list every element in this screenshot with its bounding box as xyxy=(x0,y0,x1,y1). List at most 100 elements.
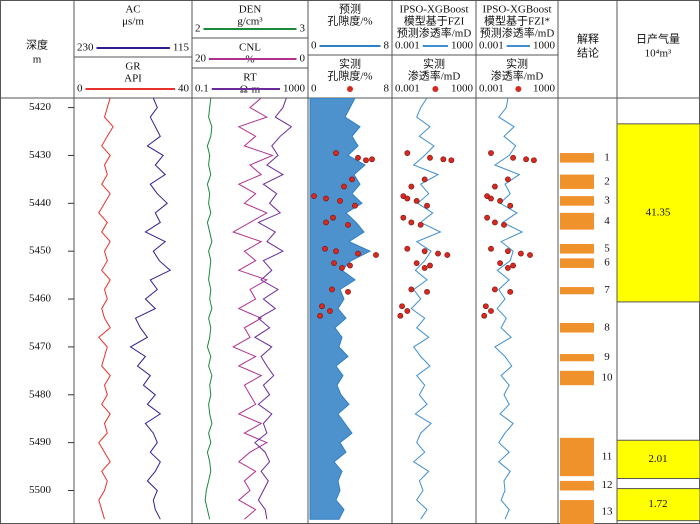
measured-point xyxy=(311,193,317,200)
curve-label: 孔隙度/% xyxy=(327,69,372,83)
layer-label: 12 xyxy=(602,479,613,491)
scale-label: 20 xyxy=(195,53,207,65)
curve-line xyxy=(204,98,213,520)
y-tick-label: 5500 xyxy=(29,484,52,496)
measured-point xyxy=(510,154,516,161)
scale-label: 0 xyxy=(311,83,317,95)
measured-point xyxy=(408,183,415,190)
measured-point xyxy=(369,156,375,163)
layer-label: 5 xyxy=(604,242,610,254)
measured-point xyxy=(481,312,488,319)
layers-title: 解释 xyxy=(577,32,599,46)
scale-label: 0 xyxy=(300,53,306,65)
measured-point xyxy=(505,265,511,271)
curve-label: GR xyxy=(125,61,141,73)
layer-label: 13 xyxy=(602,506,614,518)
scale-label: 40 xyxy=(178,83,190,95)
curve-label: μs/m xyxy=(122,16,144,28)
y-tick-label: 5440 xyxy=(29,197,52,209)
measured-point xyxy=(421,265,428,271)
layer-label: 9 xyxy=(604,351,610,363)
layer xyxy=(560,196,594,206)
y-tick-label: 5470 xyxy=(29,340,52,352)
measured-point xyxy=(484,214,490,221)
curve-line xyxy=(98,98,114,520)
scale-label: 0.001 xyxy=(395,40,420,52)
measured-point xyxy=(352,202,358,209)
curve-line xyxy=(129,98,172,520)
measured-point xyxy=(482,303,489,310)
curve-label: 渗透率/mD xyxy=(491,69,544,83)
scale-label: 115 xyxy=(173,42,190,54)
curve-label: API xyxy=(124,73,142,85)
measured-point xyxy=(497,260,503,267)
depth-title: 深度 xyxy=(26,38,48,52)
layer-label: 11 xyxy=(602,451,613,463)
curve-line xyxy=(410,98,442,520)
plot-area xyxy=(98,98,700,524)
measured-point xyxy=(363,157,369,164)
gas-unit: 10⁴m³ xyxy=(645,48,672,60)
measured-point xyxy=(424,202,430,209)
curve-label: 预测 xyxy=(339,3,361,16)
layer xyxy=(560,354,594,362)
scale-label: 230 xyxy=(77,42,94,54)
y-tick-label: 5460 xyxy=(29,293,52,305)
curve-label: 模型基于FZI* xyxy=(484,14,550,28)
gas-interval xyxy=(616,123,700,303)
layer xyxy=(560,480,594,491)
measured-point xyxy=(408,219,415,226)
measured-point xyxy=(345,288,351,295)
measured-point xyxy=(404,308,411,314)
curve-label: RT xyxy=(243,72,257,84)
measured-point xyxy=(531,157,537,164)
y-tick-label: 5490 xyxy=(29,436,52,448)
curve-label: 实测 xyxy=(339,57,361,71)
curve-label: 预测渗透率/mD xyxy=(480,26,555,40)
measured-point xyxy=(497,198,503,204)
measured-point xyxy=(421,248,428,255)
measured-point xyxy=(501,221,507,228)
measured-point xyxy=(424,288,430,295)
gas-interval xyxy=(616,439,700,480)
measured-point xyxy=(327,308,333,314)
layer xyxy=(560,258,594,268)
curve-label: 模型基于FZI xyxy=(404,14,465,28)
layer-label: 2 xyxy=(604,175,610,187)
measured-point xyxy=(507,202,514,209)
layer xyxy=(560,370,594,386)
measured-point xyxy=(523,156,529,163)
measured-point xyxy=(488,195,494,202)
measured-point xyxy=(317,312,323,319)
curve-label: 渗透率/mD xyxy=(408,69,461,83)
curve-line xyxy=(253,98,293,520)
measured-point xyxy=(355,154,361,161)
measured-point xyxy=(319,303,325,310)
measured-point xyxy=(349,176,355,183)
scale-label: 8 xyxy=(384,40,390,52)
measured-point xyxy=(510,262,516,269)
measured-point xyxy=(404,245,411,252)
measured-point xyxy=(408,286,415,293)
layer xyxy=(560,437,594,477)
curve-label: 孔隙度/% xyxy=(327,14,372,28)
curve-label: IPSO-XGBoost xyxy=(482,4,551,16)
layer xyxy=(560,153,594,163)
curve-line xyxy=(493,98,524,520)
y-tick-label: 5420 xyxy=(29,101,52,113)
layer-label: 4 xyxy=(604,215,610,227)
measured-point xyxy=(518,250,524,257)
measured-point xyxy=(427,262,433,269)
measured-point xyxy=(527,252,533,258)
scale-label: 0.001 xyxy=(395,83,420,95)
measured-point xyxy=(333,150,339,156)
y-tick-label: 5450 xyxy=(29,245,52,257)
scale-label: 1000 xyxy=(451,40,474,52)
scale-label: 3 xyxy=(300,23,306,35)
measured-point xyxy=(427,154,433,161)
curve-label: g/cm³ xyxy=(237,16,263,28)
legend-dot xyxy=(347,86,353,92)
measured-point xyxy=(492,219,498,226)
curve-label: 实测 xyxy=(506,57,528,71)
